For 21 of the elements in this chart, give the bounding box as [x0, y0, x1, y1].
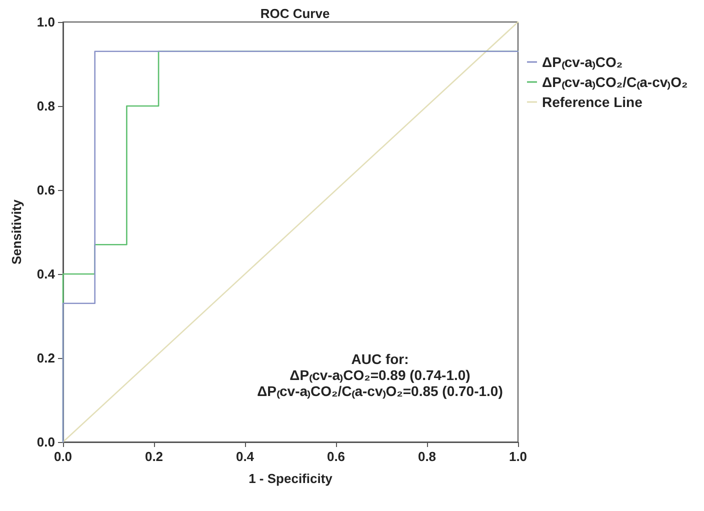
- legend-label: Reference Line: [542, 94, 643, 110]
- chart-title: ROC Curve: [260, 6, 330, 21]
- x-tick-label: 0.8: [418, 449, 436, 464]
- y-tick-label: 0.2: [36, 350, 55, 366]
- y-tick-label: 0.8: [36, 98, 55, 114]
- y-tick-label: 1.0: [36, 14, 55, 30]
- legend-label: ΔP₍cv-a₎CO₂: [542, 54, 623, 71]
- x-tick-label: 0.6: [326, 449, 346, 464]
- y-tick-label: 0.0: [36, 434, 55, 450]
- annotation: ΔP₍cv-a₎CO₂=0.89 (0.74-1.0): [290, 367, 470, 384]
- legend-label: ΔP₍cv-a₎CO₂/C₍a-cv₎O₂: [542, 74, 688, 91]
- x-tick-label: 1.0: [508, 449, 528, 464]
- y-tick-label: 0.4: [36, 266, 56, 282]
- x-tick-label: 0.2: [144, 449, 164, 464]
- x-tick-label: 0.4: [236, 449, 255, 464]
- y-tick-label: 0.6: [36, 182, 55, 198]
- annotation: ΔP₍cv-a₎CO₂/C₍a-cv₎O₂=0.85 (0.70-1.0): [257, 383, 503, 400]
- x-axis-title: 1 - Specificity: [248, 471, 334, 486]
- annotation: AUC for:: [351, 351, 409, 367]
- x-tick-label: 0.0: [54, 449, 72, 464]
- y-axis-title: Sensitivity: [9, 198, 24, 265]
